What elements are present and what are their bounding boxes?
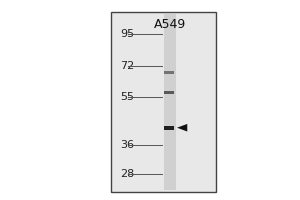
Bar [111, 12, 216, 192]
Bar [164, 126, 174, 130]
Bar [164, 71, 174, 74]
Text: 28: 28 [120, 169, 134, 179]
Text: A549: A549 [154, 18, 186, 31]
Bar [164, 14, 176, 190]
Text: 36: 36 [120, 140, 134, 150]
Text: 72: 72 [120, 61, 134, 71]
Polygon shape [177, 124, 187, 132]
Text: 95: 95 [120, 29, 134, 39]
Bar [164, 91, 174, 94]
Text: 55: 55 [120, 92, 134, 102]
